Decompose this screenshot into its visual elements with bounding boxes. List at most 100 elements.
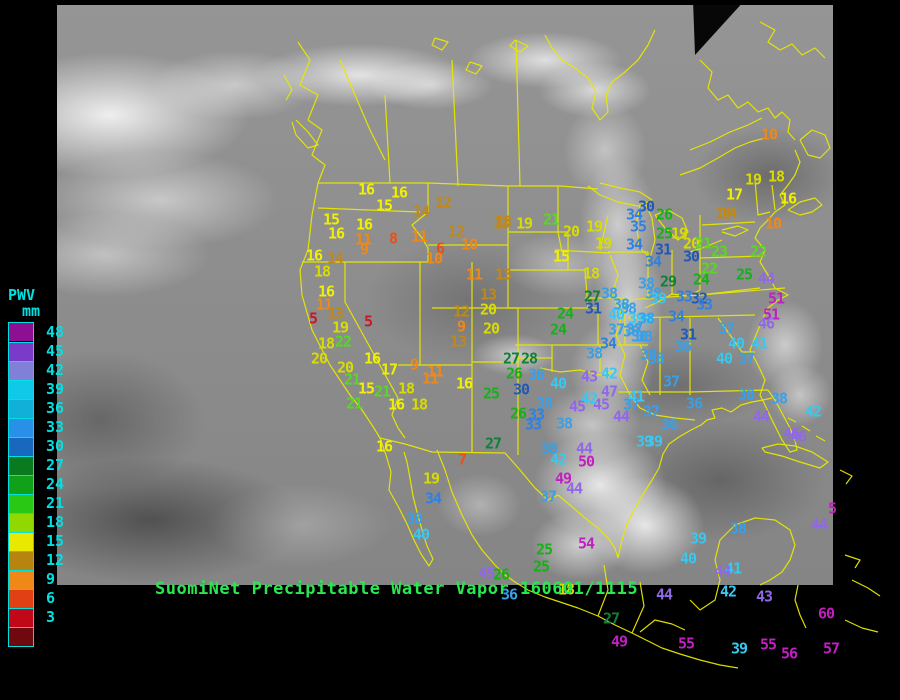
station-pwv-value: 11	[315, 295, 333, 314]
station-pwv-value: 27	[583, 287, 601, 306]
station-pwv-value: 18	[582, 264, 600, 283]
legend-label: 36	[46, 398, 65, 417]
station-pwv-value: 16	[375, 437, 393, 456]
station-pwv-value: 9	[456, 317, 466, 336]
station-pwv-value: 13	[492, 214, 510, 233]
station-pwv-value: 16	[355, 215, 373, 234]
station-pwv-value: 12	[434, 193, 452, 212]
station-pwv-value: 37	[539, 487, 557, 506]
station-pwv-value: 40	[727, 334, 745, 353]
station-pwv-value: 16	[387, 395, 405, 414]
legend-row: 15	[9, 531, 64, 551]
station-pwv-value: 21	[542, 210, 560, 229]
station-pwv-value: 14	[412, 202, 430, 221]
station-pwv-value: 44	[810, 515, 828, 534]
legend-row: 39	[9, 379, 64, 399]
station-pwv-value: 47	[600, 382, 618, 401]
station-pwv-value: 37	[622, 395, 640, 414]
legend-row: 30	[9, 436, 64, 456]
station-pwv-value: 46	[757, 314, 775, 333]
station-pwv-value: 43	[755, 587, 773, 606]
station-pwv-value: 13	[326, 304, 344, 323]
station-pwv-value: 18	[317, 334, 335, 353]
station-pwv-value: 38	[647, 349, 665, 368]
station-pwv-value: 40	[412, 525, 430, 544]
station-pwv-value: 44	[655, 585, 673, 604]
legend-label: 30	[46, 436, 65, 455]
station-pwv-value: 31	[584, 299, 602, 318]
station-pwv-value: 38	[600, 284, 618, 303]
station-pwv-value: 18	[557, 580, 575, 599]
station-pwv-value: 44	[575, 439, 593, 458]
station-pwv-value: 12	[452, 302, 470, 321]
station-pwv-value: 11	[426, 362, 444, 381]
legend-label: 45	[46, 341, 65, 360]
station-pwv-value: 16	[363, 349, 381, 368]
station-pwv-value: 21	[694, 234, 712, 253]
station-pwv-value: 13	[479, 285, 497, 304]
station-pwv-value: 33	[524, 415, 542, 434]
station-pwv-value: 36	[660, 415, 678, 434]
station-pwv-value: 14	[719, 204, 737, 223]
station-pwv-value: 37	[737, 349, 755, 368]
station-pwv-value: 42	[804, 402, 822, 421]
station-pwv-value: 38	[637, 274, 655, 293]
station-pwv-value: 38	[630, 327, 648, 346]
station-pwv-value: 40	[715, 349, 733, 368]
station-pwv-value: 41	[750, 334, 768, 353]
station-pwv-value: 60	[817, 604, 835, 623]
station-pwv-value: 57	[822, 639, 840, 658]
legend-color-scale: 48 45 42 39 36 33 30 27 24 21 18 15 12 9 6 3	[8, 321, 64, 647]
station-pwv-value: 20	[310, 349, 328, 368]
station-pwv-value: 49	[610, 632, 628, 651]
station-pwv-value: 36	[527, 365, 545, 384]
station-pwv-value: 30	[637, 197, 655, 216]
station-pwv-value: 27	[484, 434, 502, 453]
legend-row: 48	[9, 322, 64, 342]
legend-label: 33	[46, 417, 65, 436]
station-pwv-value: 39	[635, 310, 653, 329]
station-pwv-value: 38	[639, 345, 657, 364]
station-pwv-value: 39	[627, 309, 645, 328]
station-pwv-value: 38	[644, 284, 662, 303]
station-pwv-value: 25	[655, 224, 673, 243]
station-pwv-value: 38	[612, 295, 630, 314]
station-pwv-value: 34	[625, 205, 643, 224]
station-pwv-value: 38	[540, 439, 558, 458]
legend-label: 12	[46, 550, 65, 569]
station-pwv-value: 45	[477, 564, 495, 583]
legend-label: 6	[46, 588, 56, 607]
station-pwv-value: 9	[359, 240, 369, 259]
legend-label: 9	[46, 569, 56, 588]
station-pwv-value: 7	[457, 450, 467, 469]
station-pwv-value: 36	[674, 337, 692, 356]
legend-label: 39	[46, 379, 65, 398]
station-pwv-value: 42	[549, 450, 567, 469]
legend-label: 27	[46, 455, 65, 474]
legend-swatch	[9, 607, 33, 627]
legend-row: 33	[9, 417, 64, 437]
station-pwv-value: 44	[565, 479, 583, 498]
legend-label: 18	[46, 512, 65, 531]
station-pwv-value: 38	[619, 299, 637, 318]
station-pwv-value: 19	[670, 224, 688, 243]
station-pwv-value: 44	[752, 407, 770, 426]
station-pwv-value: 18	[313, 262, 331, 281]
station-pwv-value: 41	[724, 559, 742, 578]
legend-unit: mm	[22, 301, 41, 320]
station-pwv-value: 40	[607, 305, 625, 324]
station-pwv-value: 14	[714, 204, 732, 223]
station-pwv-value: 39	[645, 432, 663, 451]
legend-swatch	[9, 455, 33, 475]
station-pwv-value: 17	[380, 360, 398, 379]
legend-row	[9, 626, 33, 646]
legend-swatch	[9, 531, 33, 551]
legend-swatch	[9, 550, 33, 570]
station-pwv-value: 13	[494, 265, 512, 284]
station-pwv-value: 38	[770, 389, 788, 408]
legend-row: 45	[9, 341, 64, 361]
station-pwv-value: 5	[827, 499, 837, 518]
station-pwv-value: 13	[494, 212, 512, 231]
legend-swatch	[9, 588, 33, 608]
